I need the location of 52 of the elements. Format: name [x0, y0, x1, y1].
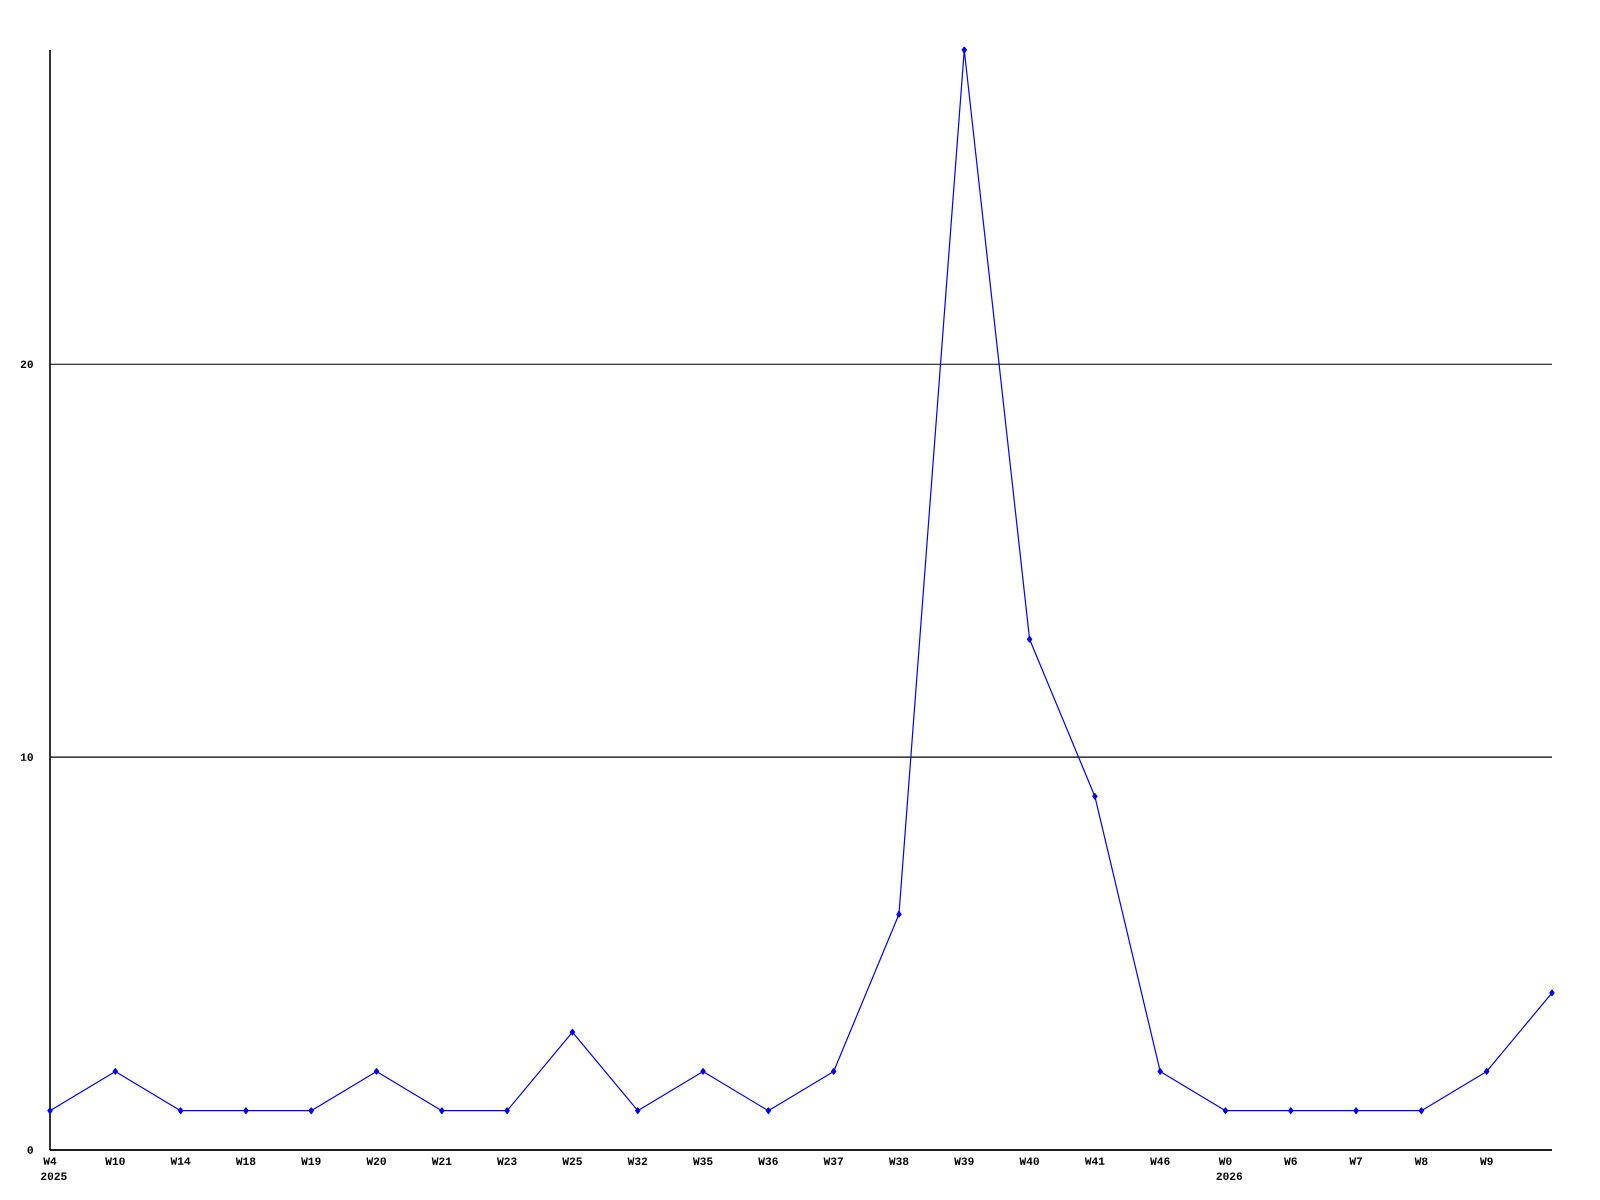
point — [112, 1068, 119, 1075]
x-tick-label: W41 — [1084, 1157, 1105, 1165]
point — [569, 1028, 576, 1036]
point — [439, 1107, 445, 1115]
point — [373, 1068, 380, 1075]
point — [47, 1107, 53, 1115]
x-tick-label: W14 — [170, 1157, 191, 1165]
y-tick-label: 10 — [20, 753, 33, 761]
point — [1418, 1107, 1425, 1115]
x-tick-label: W38 — [888, 1157, 909, 1166]
y-tick-label: 0 — [27, 1146, 33, 1154]
point — [700, 1068, 706, 1075]
x-tick-label: W39 — [954, 1157, 974, 1166]
point — [308, 1107, 314, 1115]
x-tick-label: W4 — [43, 1157, 57, 1165]
x-tick-label: W10 — [105, 1157, 125, 1165]
y-tick-label: 20 — [20, 360, 33, 369]
point — [765, 1107, 772, 1115]
point — [1353, 1107, 1359, 1115]
x-tick-label: W21 — [431, 1157, 452, 1165]
point — [1222, 1107, 1229, 1115]
text: 2026 — [1216, 1172, 1243, 1180]
point — [1549, 989, 1555, 997]
point — [830, 1068, 837, 1075]
x-tick-label: W23 — [497, 1157, 517, 1166]
point — [1288, 1107, 1294, 1115]
x-tick-label: W20 — [366, 1157, 386, 1165]
point — [1092, 793, 1098, 800]
x-tick-label: W37 — [823, 1157, 843, 1166]
text: 2025 — [41, 1172, 67, 1180]
point — [635, 1107, 641, 1115]
x-tick-label: W36 — [758, 1157, 778, 1166]
point — [177, 1107, 184, 1115]
x-tick-label: W35 — [692, 1157, 713, 1166]
x-tick-label: W7 — [1349, 1157, 1363, 1165]
x-tick-label: W18 — [235, 1157, 256, 1165]
x-tick-label: W6 — [1284, 1157, 1297, 1165]
point — [1026, 635, 1033, 643]
x-tick-label: W32 — [627, 1157, 648, 1166]
x-tick-label: W25 — [562, 1157, 582, 1165]
x-tick-label: W0 — [1218, 1157, 1232, 1165]
x-tick-label: W40 — [1019, 1157, 1039, 1165]
x-tick-label: W46 — [1150, 1157, 1170, 1165]
point — [504, 1107, 510, 1115]
x-tick-label: W9 — [1479, 1157, 1493, 1165]
x-tick-label: W8 — [1414, 1157, 1428, 1165]
point — [896, 910, 902, 918]
point — [243, 1107, 249, 1115]
x-tick-label: W19 — [301, 1157, 321, 1165]
point — [961, 46, 967, 54]
point — [1484, 1068, 1490, 1075]
point — [1157, 1068, 1163, 1075]
